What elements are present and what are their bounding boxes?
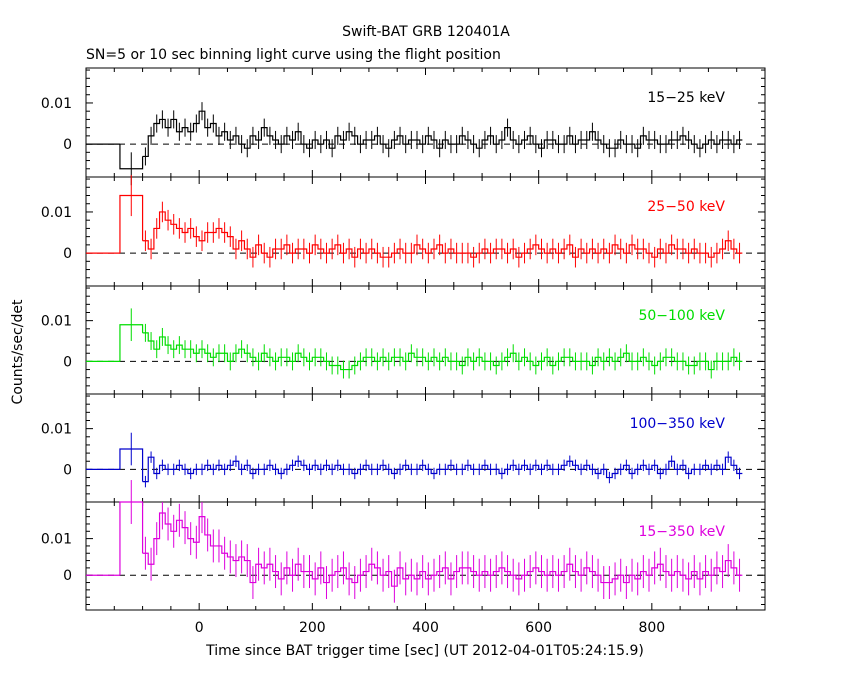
y-tick-label: 0.01 — [41, 532, 72, 548]
x-tick-labels: 0 200 400 600 800 — [195, 620, 665, 636]
chart-subtitle: SN=5 or 10 sec binning light curve using… — [86, 47, 501, 63]
panel-frame — [85, 393, 766, 503]
y-tick-label: 0 — [63, 354, 72, 370]
panel-25-50-kev: 0 0.01 25−50 keV — [41, 174, 766, 287]
x-tick-label: 0 — [195, 620, 204, 636]
panel-frame — [85, 501, 766, 611]
band-label: 25−50 keV — [647, 199, 725, 215]
light-curve — [142, 110, 743, 158]
x-axis-label: Time since BAT trigger time [sec] (UT 20… — [205, 643, 644, 659]
x-tick-label: 800 — [638, 620, 665, 636]
band-label: 15−25 keV — [647, 90, 725, 106]
band-label: 100−350 keV — [630, 416, 726, 432]
panel-100-350-kev: 0 0.01 100−350 keV — [41, 393, 766, 503]
x-tick-label: 600 — [525, 620, 552, 636]
panel-frame — [85, 285, 766, 395]
panels: 0 0.01 15−25 keV 0 0.01 25−50 keV 0 0.01 50−100 … — [41, 67, 766, 611]
y-tick-label: 0 — [63, 568, 72, 584]
band-label: 50−100 keV — [638, 308, 725, 324]
panel-frame — [85, 67, 766, 178]
y-tick-label: 0.01 — [41, 422, 72, 438]
x-tick-label: 400 — [412, 620, 439, 636]
y-tick-label: 0.01 — [41, 205, 72, 221]
band-label: 15−350 keV — [638, 524, 725, 540]
y-axis-label: Counts/sec/det — [10, 299, 26, 404]
chart-title: Swift-BAT GRB 120401A — [342, 24, 510, 40]
y-tick-label: 0 — [63, 246, 72, 262]
y-tick-label: 0.01 — [41, 314, 72, 330]
y-tick-label: 0 — [63, 137, 72, 153]
light-curve — [142, 332, 743, 371]
panel-15-350-kev: 0 0.01 15−350 keV — [41, 480, 766, 611]
light-curve — [142, 211, 743, 258]
y-tick-label: 0.01 — [41, 96, 72, 112]
panel-50-100-kev: 0 0.01 50−100 keV — [41, 285, 766, 395]
x-tick-label: 200 — [299, 620, 326, 636]
y-tick-label: 0 — [63, 462, 72, 478]
panel-15-25-kev: 0 0.01 15−25 keV — [41, 67, 766, 186]
